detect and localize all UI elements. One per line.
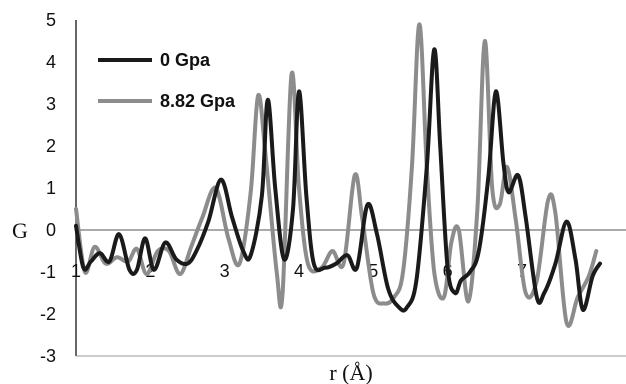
y-tick-label: 0 bbox=[46, 220, 56, 240]
series-line-0 bbox=[74, 47, 602, 313]
x-tick-label: 4 bbox=[294, 261, 304, 281]
x-tick-label: 1 bbox=[71, 261, 81, 281]
y-tick-label: -3 bbox=[40, 346, 56, 366]
y-tick-label: 1 bbox=[46, 178, 56, 198]
y-tick-label: 2 bbox=[46, 136, 56, 156]
y-tick-labels: 5 4 3 2 1 0 -1 -2 -3 bbox=[40, 10, 56, 366]
y-tick-label: -1 bbox=[40, 262, 56, 282]
y-axis-title: G bbox=[12, 218, 28, 243]
y-tick-label: 5 bbox=[46, 10, 56, 30]
series-line-1 bbox=[74, 22, 599, 328]
legend: 0 Gpa 8.82 Gpa bbox=[98, 50, 236, 111]
x-axis-title: r (Å) bbox=[329, 360, 372, 384]
legend-label-1: 8.82 Gpa bbox=[160, 91, 236, 111]
legend-label-0: 0 Gpa bbox=[160, 50, 211, 70]
x-tick-label: 5 bbox=[368, 261, 378, 281]
y-tick-label: 3 bbox=[46, 94, 56, 114]
y-tick-label: 4 bbox=[46, 52, 56, 72]
series-lines bbox=[74, 22, 602, 328]
x-tick-label: 3 bbox=[220, 261, 230, 281]
y-tick-label: -2 bbox=[40, 304, 56, 324]
